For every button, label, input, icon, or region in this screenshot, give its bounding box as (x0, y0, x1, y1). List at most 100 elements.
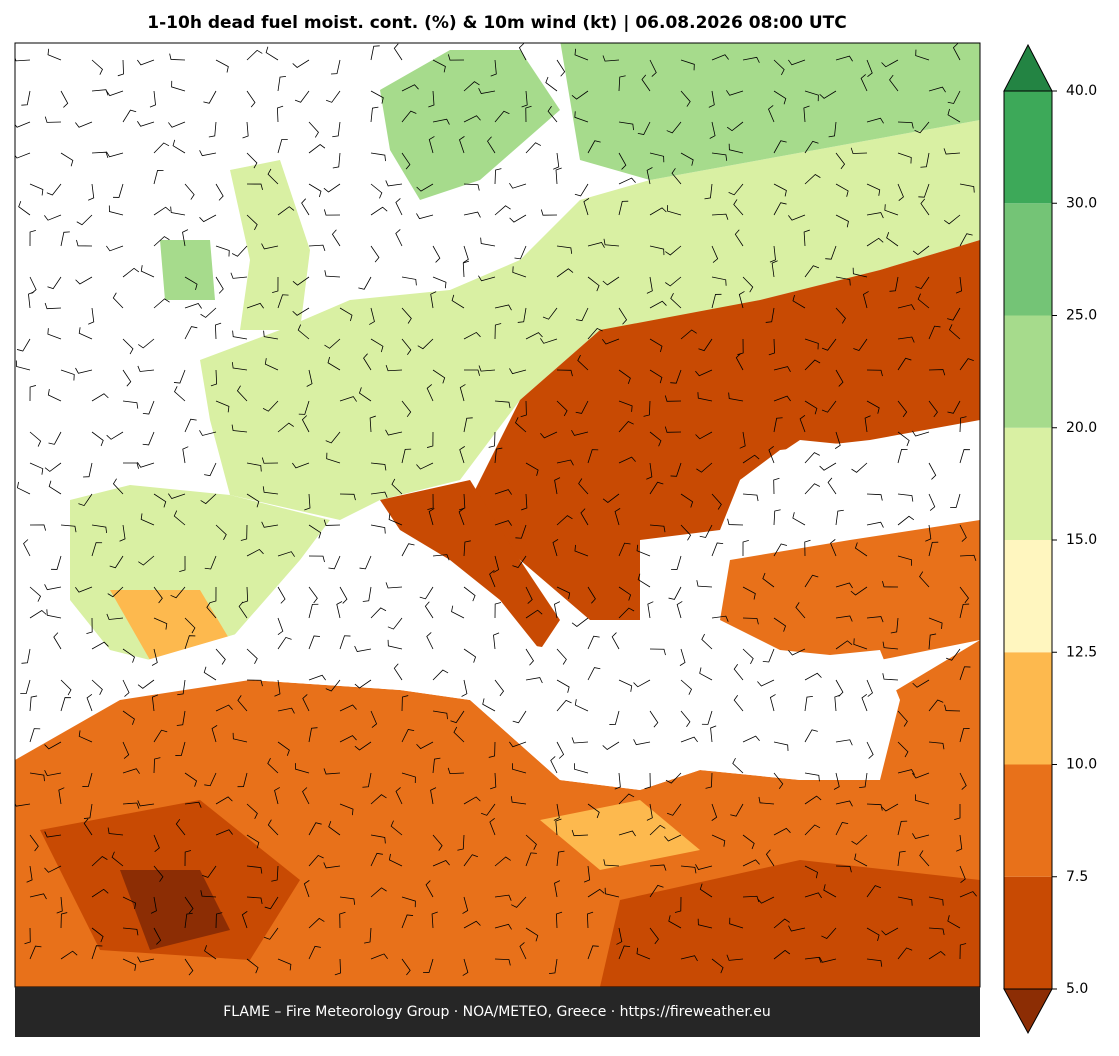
wind-barb (277, 636, 292, 650)
wind-barb (665, 245, 682, 256)
wind-barb (649, 524, 666, 533)
wind-barb (153, 236, 170, 247)
wind-barb (773, 772, 784, 790)
wind-barb (959, 358, 974, 371)
wind-barb (897, 304, 915, 311)
wind-barb (138, 555, 155, 566)
wind-barb (44, 302, 62, 310)
wind-barb (323, 768, 341, 775)
wind-barb (556, 648, 567, 665)
wind-barb (587, 586, 596, 604)
wind-barb (308, 586, 318, 604)
wind-barb (427, 493, 434, 511)
wind-barb (78, 327, 93, 340)
wind-barb (665, 276, 682, 287)
wind-barb (401, 448, 412, 464)
land-italy (380, 480, 560, 650)
wind-barb (521, 493, 528, 511)
wind-barb (47, 389, 62, 402)
wind-barb (571, 829, 589, 837)
wind-barb (211, 725, 218, 743)
wind-barb (735, 353, 744, 371)
wind-barb (459, 446, 465, 464)
wind-barb (428, 90, 435, 108)
wind-barb (799, 415, 806, 433)
wind-barb (641, 74, 651, 92)
wind-barbs (15, 43, 977, 976)
wind-barb (91, 542, 103, 557)
wind-barb (370, 183, 383, 199)
wind-barb (91, 855, 108, 867)
wind-barb (742, 540, 749, 557)
wind-barb (649, 300, 667, 309)
wind-barb (339, 635, 351, 650)
colorbar-tick-label: 15.0 (1066, 532, 1097, 548)
wind-barb (649, 884, 664, 898)
wind-barb (928, 927, 945, 935)
wind-barb (695, 369, 713, 377)
wind-barb (676, 601, 683, 619)
wind-barb (301, 198, 310, 216)
wind-barb (540, 431, 558, 439)
wind-barb (328, 820, 341, 836)
wind-barb (488, 431, 496, 448)
wind-barb (733, 694, 744, 712)
wind-barb (509, 741, 527, 748)
wind-barb (390, 820, 403, 836)
wind-barb (828, 121, 837, 138)
wind-barb (369, 415, 376, 433)
wind-barb (583, 198, 590, 216)
wind-barb (122, 768, 140, 774)
wind-barb (246, 865, 263, 874)
wind-barb (246, 648, 258, 665)
wind-barb (959, 772, 967, 790)
wind-barb (732, 757, 744, 774)
wind-barb (328, 555, 341, 570)
wind-barb (246, 49, 263, 61)
wind-barb (111, 851, 124, 867)
wind-barb (494, 958, 511, 966)
wind-barb (210, 369, 218, 387)
wind-barb (91, 59, 103, 75)
wind-barb (602, 276, 620, 286)
wind-barb (137, 800, 155, 807)
wind-barb (60, 950, 78, 960)
wind-barb (459, 136, 465, 154)
wind-barb (897, 769, 915, 775)
wind-barb (150, 896, 157, 914)
wind-barb (742, 276, 754, 293)
wind-barb (463, 417, 473, 433)
wind-barb (142, 431, 155, 446)
wind-barb (58, 787, 65, 805)
wind-barb (51, 555, 62, 570)
wind-barb (819, 956, 837, 963)
wind-barb (330, 59, 341, 75)
wind-barb (915, 794, 930, 805)
wind-barb (773, 90, 787, 105)
wind-barb (358, 387, 372, 402)
wind-barb (47, 276, 62, 290)
wind-barb (370, 834, 386, 844)
wind-barb (525, 834, 537, 850)
wind-barb (119, 524, 126, 542)
wind-barb (370, 106, 379, 123)
wind-barb (860, 74, 868, 92)
wind-barb (18, 200, 31, 216)
wind-barb (426, 384, 434, 402)
land-britain (230, 160, 310, 330)
wind-barb (556, 741, 565, 759)
wind-barb (835, 739, 853, 746)
wind-barb (494, 602, 502, 619)
wind-barb (271, 865, 279, 882)
wind-barb (370, 953, 388, 960)
wind-barb (646, 167, 653, 185)
wind-barb (649, 245, 665, 256)
wind-barb (15, 121, 31, 128)
wind-barb (515, 524, 527, 539)
wind-barb (494, 323, 502, 340)
wind-barb (920, 198, 930, 216)
wind-barb (649, 431, 662, 447)
wind-barb (44, 831, 62, 838)
wind-barb (29, 524, 47, 531)
wind-barb (920, 152, 930, 168)
